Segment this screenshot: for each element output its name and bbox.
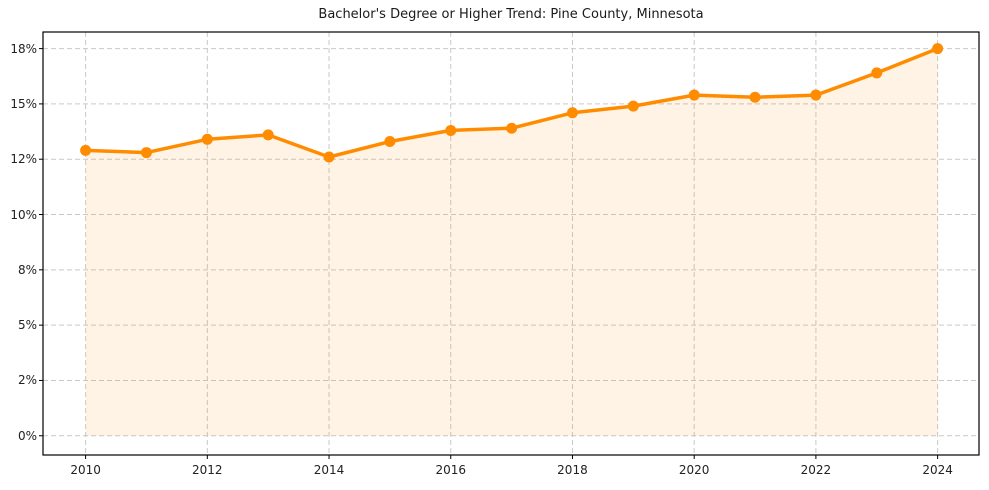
y-tick-label: 15% [10,96,37,111]
x-tick-label: 2010 [70,463,101,477]
x-tick-label: 2012 [192,463,223,477]
x-tick-label: 2018 [557,463,588,477]
chart-title: Bachelor's Degree or Higher Trend: Pine … [318,7,704,22]
y-tick-label: 12% [10,152,37,167]
y-tick-label: 8% [17,262,37,277]
x-tick-label: 2014 [313,463,345,477]
x-tick-label: 2022 [800,463,832,477]
y-tick-label: 0% [17,428,37,443]
y-tick-label: 2% [17,373,37,388]
y-tick-label: 5% [17,318,37,333]
x-tick-label: 2020 [678,463,710,477]
x-tick-label: 2016 [435,463,467,477]
x-tick-label: 2024 [922,463,953,477]
y-tick-label: 10% [10,207,37,222]
y-tick-label: 18% [10,41,37,56]
